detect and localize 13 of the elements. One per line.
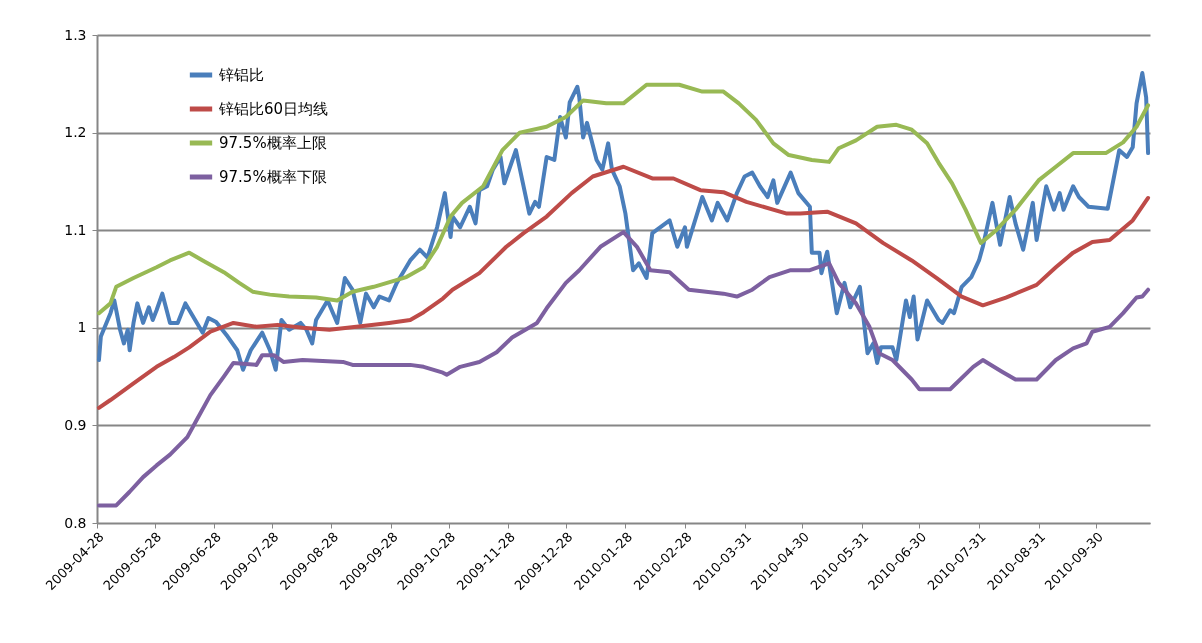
line-series (96, 164, 1151, 410)
y-tick-label: 1.2 (64, 124, 87, 141)
y-tick-label: 1.3 (64, 26, 87, 43)
legend-label: 锌铝比60日均线 (218, 100, 329, 118)
legend-label: 锌铝比 (218, 66, 264, 84)
y-tick-label: 0.9 (64, 416, 87, 433)
line-series (96, 230, 1151, 508)
line-series (96, 82, 1151, 316)
legend-label: 97.5%概率下限 (219, 168, 327, 186)
y-tick-label: 1 (77, 319, 87, 336)
y-tick-label: 1.1 (64, 221, 87, 238)
y-tick-label: 0.8 (64, 514, 87, 531)
legend-label: 97.5%概率上限 (219, 134, 327, 152)
